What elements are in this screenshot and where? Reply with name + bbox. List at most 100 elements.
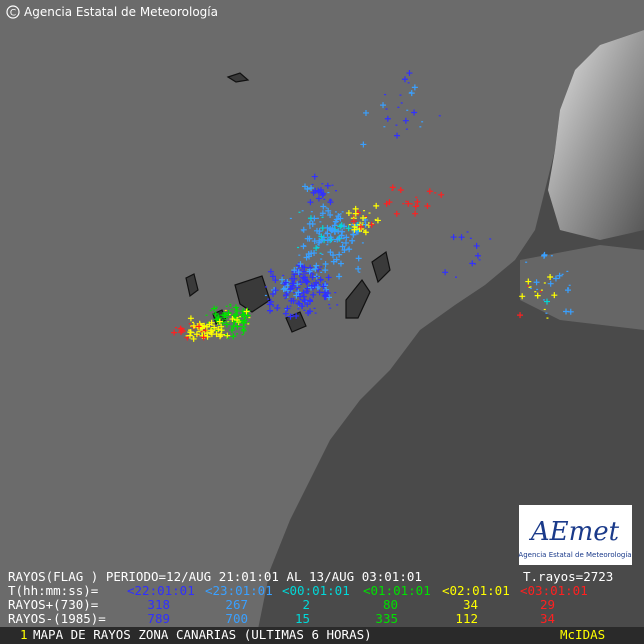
lightning-strike (327, 199, 334, 206)
lightning-strike (313, 262, 320, 269)
lightning-strike (200, 334, 207, 341)
positive-count: 318 (147, 597, 170, 612)
lightning-strike (311, 173, 318, 180)
lightning-strike (327, 211, 334, 218)
period-line: RAYOS(FLAG ) PERIODO=12/AUG 21:01:01 AL … (8, 569, 422, 584)
lightning-strike (326, 294, 332, 301)
positive-count: 80 (383, 597, 398, 612)
time-range: <00:01:01 (282, 583, 350, 598)
lightning-strike (517, 312, 524, 319)
lightning-strike (360, 141, 367, 148)
lightning-strike (380, 102, 387, 109)
logo-box (519, 505, 632, 565)
lightning-strike (187, 329, 194, 336)
positive-count: 34 (463, 597, 478, 612)
footer-software: McIDAS (560, 627, 605, 642)
lightning-strike (196, 323, 203, 330)
lightning-strike (533, 279, 540, 286)
lightning-strike (218, 327, 225, 334)
lightning-strike (306, 297, 313, 304)
lightning-strike (320, 190, 327, 197)
lightning-strike (350, 231, 357, 238)
lightning-strike (300, 289, 307, 296)
lightning-strike (389, 184, 396, 191)
lightning-marks (171, 70, 574, 342)
lightning-strike (534, 292, 541, 299)
lightning-strike (291, 275, 298, 282)
lightning-strike (474, 252, 481, 259)
lightning-strike (350, 218, 357, 225)
lightning-strike (293, 312, 300, 319)
lightning-strike (300, 226, 307, 233)
lightning-strike (567, 308, 574, 315)
lightning-strike (230, 333, 237, 340)
lightning-strike (240, 319, 247, 326)
lightning-strike (309, 274, 316, 281)
negative-count: 335 (375, 611, 398, 626)
lightning-strike (311, 282, 318, 289)
lightning-strike (215, 315, 222, 322)
negative-count: 700 (225, 611, 248, 626)
lightning-strike (323, 286, 330, 293)
lightning-strike (281, 285, 288, 292)
lightning-strike (313, 245, 320, 252)
lightning-strike (297, 261, 304, 268)
lightning-strike (401, 76, 408, 83)
footer-title: MAPA DE RAYOS ZONA CANARIAS (ULTIMAS 6 H… (33, 627, 372, 642)
lightning-strike (301, 183, 308, 190)
lightning-strike (357, 223, 364, 230)
lightning-strike (233, 304, 240, 311)
lightning-strike (355, 255, 362, 262)
lightning-strike (458, 234, 465, 241)
lightning-strike (203, 323, 210, 330)
lightning-strike (282, 279, 289, 286)
lightning-strike (414, 198, 421, 205)
lightning-strike (298, 303, 305, 310)
lightning-strike (337, 223, 344, 230)
lightning-strike (190, 322, 197, 329)
lightning-strike (402, 117, 409, 124)
lightning-strike (272, 287, 279, 294)
lightning-strike (374, 217, 381, 224)
lightning-strike (335, 228, 342, 235)
lightning-strike (345, 210, 352, 217)
total: T.rayos=2723 (523, 569, 613, 584)
lightning-strike (193, 331, 200, 338)
lightning-strike (411, 84, 418, 91)
lightning-strike (267, 298, 274, 305)
lightning-strike (324, 230, 331, 237)
lightning-strike (282, 310, 289, 317)
lightning-strike (314, 284, 321, 291)
highlands (520, 245, 644, 330)
lightning-strike (297, 293, 304, 300)
lightning-strike (300, 274, 307, 281)
lightning-strike (187, 315, 194, 322)
lightning-strike (406, 70, 413, 77)
lightning-strike (342, 239, 349, 246)
lightning-strike (386, 199, 393, 206)
time-range: <01:01:01 (363, 583, 431, 598)
lightning-strike (244, 312, 251, 319)
lightning-strike (270, 290, 277, 297)
time-range: <03:01:01 (520, 583, 588, 598)
lightning-strike (315, 195, 322, 202)
lightning-strike (269, 273, 276, 280)
lightning-strike (211, 305, 218, 312)
islands (185, 72, 391, 333)
lightning-strike (324, 182, 331, 189)
lightning-strike (339, 243, 346, 250)
lightning-strike (384, 115, 391, 122)
lightning-strike (341, 247, 348, 254)
lightning-strike (310, 291, 317, 298)
lightning-strike (304, 301, 311, 308)
time-range: <23:01:01 (205, 583, 273, 598)
lightning-strike (315, 188, 322, 195)
lightning-strike (325, 207, 332, 214)
lightning-strike (393, 210, 400, 217)
lightning-strike (219, 319, 226, 326)
lightning-strike (295, 289, 302, 296)
lightning-strike (551, 292, 558, 299)
lightning-strike (334, 236, 341, 243)
lightning-strike (315, 187, 322, 194)
lightning-strike (547, 273, 554, 280)
